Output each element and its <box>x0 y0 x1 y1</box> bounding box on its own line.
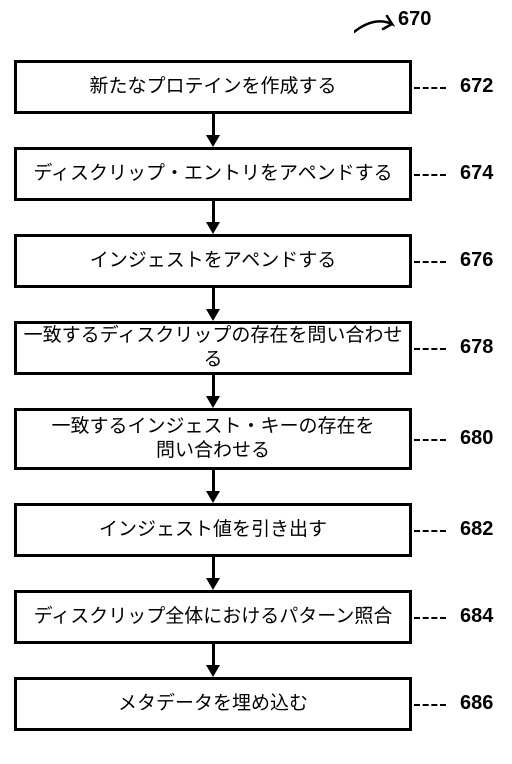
reference-number: 672 <box>460 75 493 98</box>
flow-step: ディスクリップ・エントリをアペンドする <box>14 147 412 201</box>
flow-step-label: ディスクリップ全体におけるパターン照合 <box>34 605 393 629</box>
reference-leader <box>414 174 446 176</box>
reference-number: 682 <box>460 518 493 541</box>
flow-step: 新たなプロテインを作成する <box>14 60 412 114</box>
reference-number: 684 <box>460 605 493 628</box>
flow-step-label: インジェスト値を引き出す <box>99 518 327 542</box>
reference-number: 680 <box>460 427 493 450</box>
reference-number: 678 <box>460 336 493 359</box>
reference-leader <box>414 530 446 532</box>
flow-step: ディスクリップ全体におけるパターン照合 <box>14 590 412 644</box>
flow-step-label: インジェストをアペンドする <box>90 249 337 273</box>
flowchart-canvas: 670 新たなプロテインを作成する 672 ディスクリップ・エントリをアペンドする 6… <box>0 0 512 764</box>
flow-step-label: 一致するインジェスト・キーの存在を 問い合わせる <box>51 415 374 463</box>
flow-step-label: 一致するディスクリップの存在を問い合わせる <box>17 324 409 372</box>
flow-step-label: ディスクリップ・エントリをアペンドする <box>33 162 392 186</box>
flow-step: メタデータを埋め込む <box>14 677 412 731</box>
reference-leader <box>414 617 446 619</box>
flow-step: 一致するインジェスト・キーの存在を 問い合わせる <box>14 408 412 470</box>
reference-leader <box>414 87 446 89</box>
figure-id-label: 670 <box>398 8 431 31</box>
flow-step: インジェストをアペンドする <box>14 234 412 288</box>
flow-step: インジェスト値を引き出す <box>14 503 412 557</box>
reference-number: 686 <box>460 692 493 715</box>
reference-leader <box>414 439 446 441</box>
reference-leader <box>414 704 446 706</box>
figure-id-arrow-icon <box>354 14 396 38</box>
reference-leader <box>414 261 446 263</box>
reference-leader <box>414 348 446 350</box>
reference-number: 674 <box>460 162 493 185</box>
reference-number: 676 <box>460 249 493 272</box>
flow-step-label: 新たなプロテインを作成する <box>89 75 336 99</box>
flow-step-label: メタデータを埋め込む <box>118 692 308 716</box>
flow-step: 一致するディスクリップの存在を問い合わせる <box>14 321 412 375</box>
